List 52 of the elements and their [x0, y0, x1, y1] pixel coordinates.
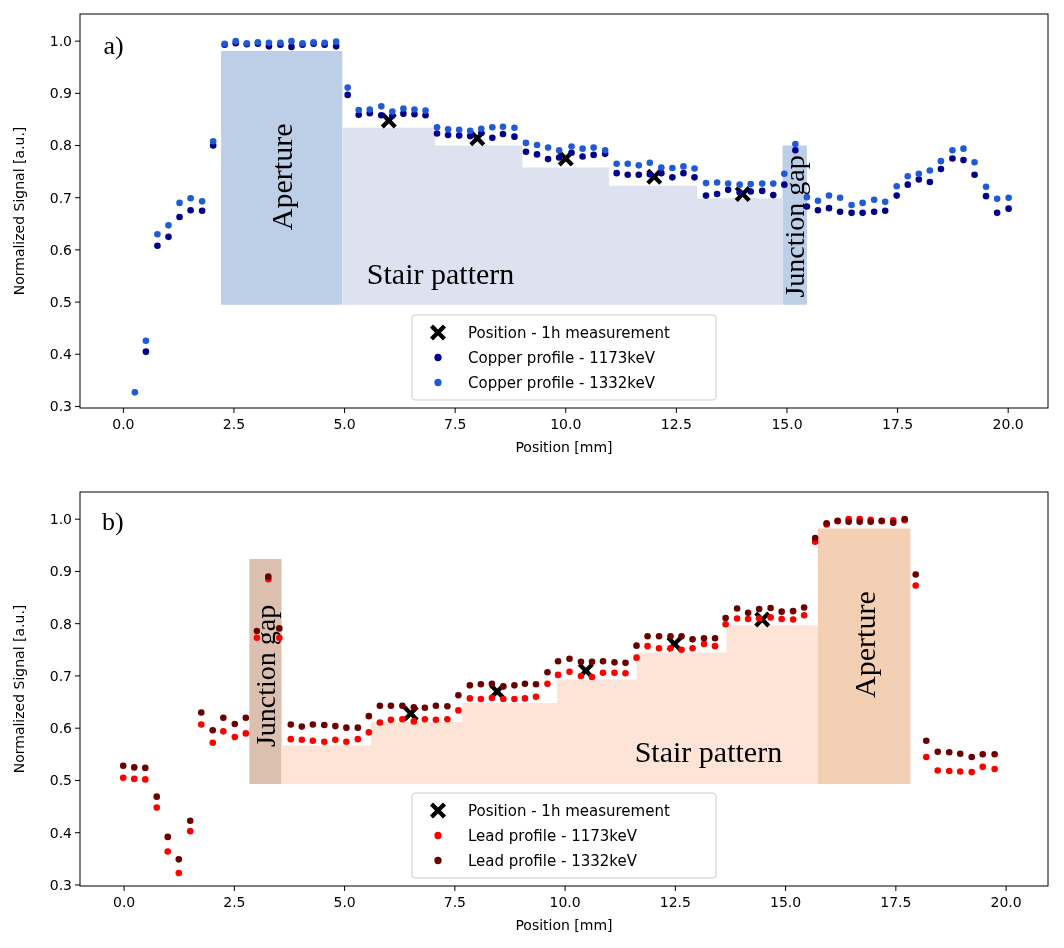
y-tick-label: 0.6 [49, 241, 73, 258]
y-tick-label: 1.0 [49, 511, 72, 528]
x-tick-label: 17.5 [880, 894, 912, 910]
x-tick-label: 17.5 [881, 416, 914, 432]
y-tick-label: 0.3 [49, 398, 72, 415]
y-tick-label: 1.0 [49, 33, 72, 50]
y-tick-label: 0.9 [49, 85, 72, 102]
y-tick-label: 0.9 [49, 563, 72, 580]
x-axis-title: Position [mm] [515, 917, 613, 933]
x-tick-label: 10.0 [549, 894, 581, 910]
y-tick-label: 0.5 [49, 293, 72, 310]
annotation: Stair pattern [366, 256, 515, 290]
legend-label: Copper profile - 1332keV [468, 373, 656, 392]
x-tick-label: 20.0 [992, 416, 1024, 432]
y-tick-label: 0.3 [49, 876, 72, 893]
x-tick-label: 12.5 [660, 416, 692, 432]
y-tick-label: 0.4 [49, 346, 73, 363]
x-tick-label: 15.0 [770, 894, 802, 910]
x-tick-label: 0.0 [112, 894, 136, 910]
legend-label: Copper profile - 1173keV [468, 348, 656, 367]
legend-label: Position - 1h measurement [468, 323, 670, 342]
x-tick-label: 0.0 [112, 416, 135, 432]
y-tick-label: 0.7 [49, 667, 72, 684]
x-tick-label: 7.5 [443, 894, 466, 910]
y-tick-label: 0.7 [49, 189, 72, 206]
x-tick-label: 7.5 [444, 416, 467, 432]
x-axis-title: Position [mm] [515, 439, 613, 455]
y-tick-label: 0.8 [49, 137, 72, 154]
annotation: Stair pattern [634, 735, 783, 769]
legend-label: Lead profile - 1332keV [468, 851, 638, 870]
legend-label: Lead profile - 1173keV [468, 826, 638, 845]
x-tick-label: 10.0 [550, 416, 582, 432]
y-tick-label: 0.5 [49, 772, 72, 789]
y-tick-label: 0.8 [49, 615, 72, 632]
y-axis-title: Normalized Signal [a.u.] [11, 126, 27, 296]
x-tick-label: 5.0 [333, 894, 356, 910]
legend-label: Position - 1h measurement [468, 801, 670, 820]
x-tick-label: 5.0 [333, 416, 356, 432]
x-tick-label: 2.5 [223, 894, 246, 910]
annotation: Aperture [265, 123, 299, 231]
y-axis-title: Normalized Signal [a.u.] [11, 604, 27, 774]
x-tick-label: 20.0 [990, 894, 1022, 910]
y-tick-label: 0.4 [49, 824, 73, 841]
x-tick-label: 2.5 [222, 416, 246, 432]
annotation: Aperture [848, 591, 882, 698]
annotation: Junction gap [249, 604, 281, 748]
annotation: a) [103, 31, 124, 61]
x-tick-label: 12.5 [659, 894, 691, 910]
x-tick-label: 15.0 [771, 416, 803, 432]
y-tick-label: 0.6 [49, 720, 73, 737]
annotation: Junction gap [779, 155, 811, 298]
annotation: b) [102, 506, 124, 536]
